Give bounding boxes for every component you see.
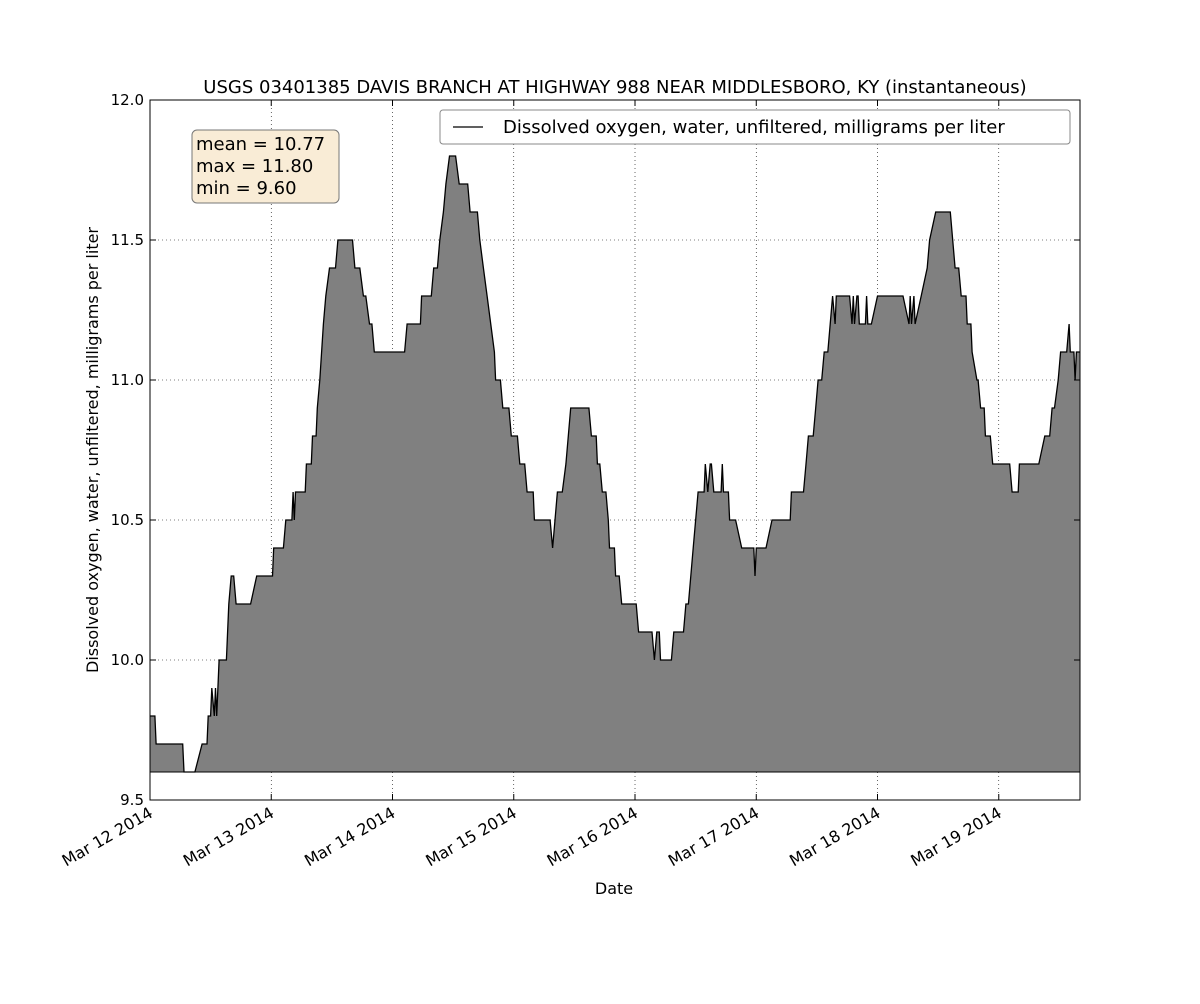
stats-text: max = 11.80 (196, 156, 313, 177)
legend-label: Dissolved oxygen, water, unfiltered, mil… (503, 117, 1005, 138)
stats-text: min = 9.60 (196, 178, 297, 199)
stats-box (191, 129, 340, 204)
y-tick-label: 11.5 (111, 231, 144, 249)
y-tick-label: 10.5 (111, 511, 144, 529)
y-tick-label: 10.0 (111, 651, 144, 669)
y-tick-label: 11.0 (111, 371, 144, 389)
x-axis-label: Date (595, 879, 633, 898)
data-line (150, 155, 1080, 773)
y-tick-label: 9.5 (120, 791, 144, 809)
legend-box (439, 109, 1071, 145)
stats-text: mean = 10.77 (196, 134, 325, 155)
y-tick-label: 12.0 (111, 91, 144, 109)
area-fill (150, 156, 1080, 772)
plot-frame (149, 99, 1081, 801)
y-axis-label: Dissolved oxygen, water, unfiltered, mil… (83, 227, 102, 673)
chart-title: USGS 03401385 DAVIS BRANCH AT HIGHWAY 98… (203, 77, 1026, 98)
